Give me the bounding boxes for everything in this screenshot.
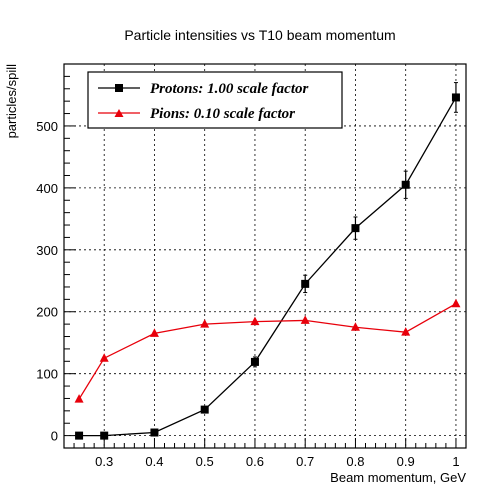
- y-tick-label: 300: [36, 243, 58, 258]
- data-point: [451, 93, 460, 102]
- legend-marker-pions: [114, 109, 124, 117]
- data-point: [300, 315, 310, 324]
- data-point: [250, 357, 259, 366]
- legend-label-pions: Pions: 0.10 scale factor: [150, 106, 295, 122]
- y-tick-label: 200: [36, 305, 58, 320]
- x-tick-label: 0.8: [346, 454, 364, 469]
- data-point: [351, 224, 360, 233]
- y-axis-label: particles/spill: [4, 64, 19, 139]
- x-tick-label: 0.4: [145, 454, 163, 469]
- data-point: [100, 431, 109, 440]
- tick-labels: 0.3 0.4 0.5 0.6 0.7 0.8 0.9 1 0 100 200 300 400 500: [36, 119, 459, 469]
- data-point: [250, 316, 260, 326]
- x-tick-label: 0.3: [95, 454, 113, 469]
- series-line-0: [79, 97, 457, 437]
- x-tick-label: 0.6: [246, 454, 264, 469]
- data-point: [451, 298, 461, 308]
- grid: [64, 64, 466, 448]
- x-tick-label: 0.5: [196, 454, 214, 469]
- legend-label-protons: Protons: 1.00 scale factor: [150, 81, 308, 97]
- y-tick-label: 500: [36, 119, 58, 134]
- x-axis-label: Beam momentum, GeV: [330, 470, 466, 485]
- data-point: [75, 431, 84, 440]
- data-point: [401, 327, 411, 336]
- y-tick-label: 400: [36, 181, 58, 196]
- data-point: [150, 428, 159, 437]
- series-line-1: [78, 303, 457, 400]
- legend-box: [87, 71, 343, 129]
- data-point: [401, 180, 410, 189]
- legend: Protons: 1.00 scale factor Pions: 0.10 s…: [87, 71, 343, 129]
- chart-title: Particle intensities vs T10 beam momentu…: [124, 27, 395, 43]
- data-point: [149, 328, 159, 337]
- x-tick-label: 1: [452, 454, 459, 469]
- legend-marker-protons: [115, 84, 123, 92]
- data-point: [350, 322, 360, 331]
- x-tick-label: 0.7: [296, 454, 314, 469]
- y-tick-label: 0: [51, 429, 58, 444]
- data-point: [74, 394, 84, 403]
- y-tick-label: 100: [36, 367, 58, 382]
- data-point: [301, 279, 310, 288]
- axis-ticks: [64, 75, 457, 449]
- series: [74, 82, 461, 440]
- data-point: [200, 319, 210, 328]
- x-tick-label: 0.9: [397, 454, 415, 469]
- data-point: [200, 405, 209, 414]
- data-point: [99, 353, 109, 362]
